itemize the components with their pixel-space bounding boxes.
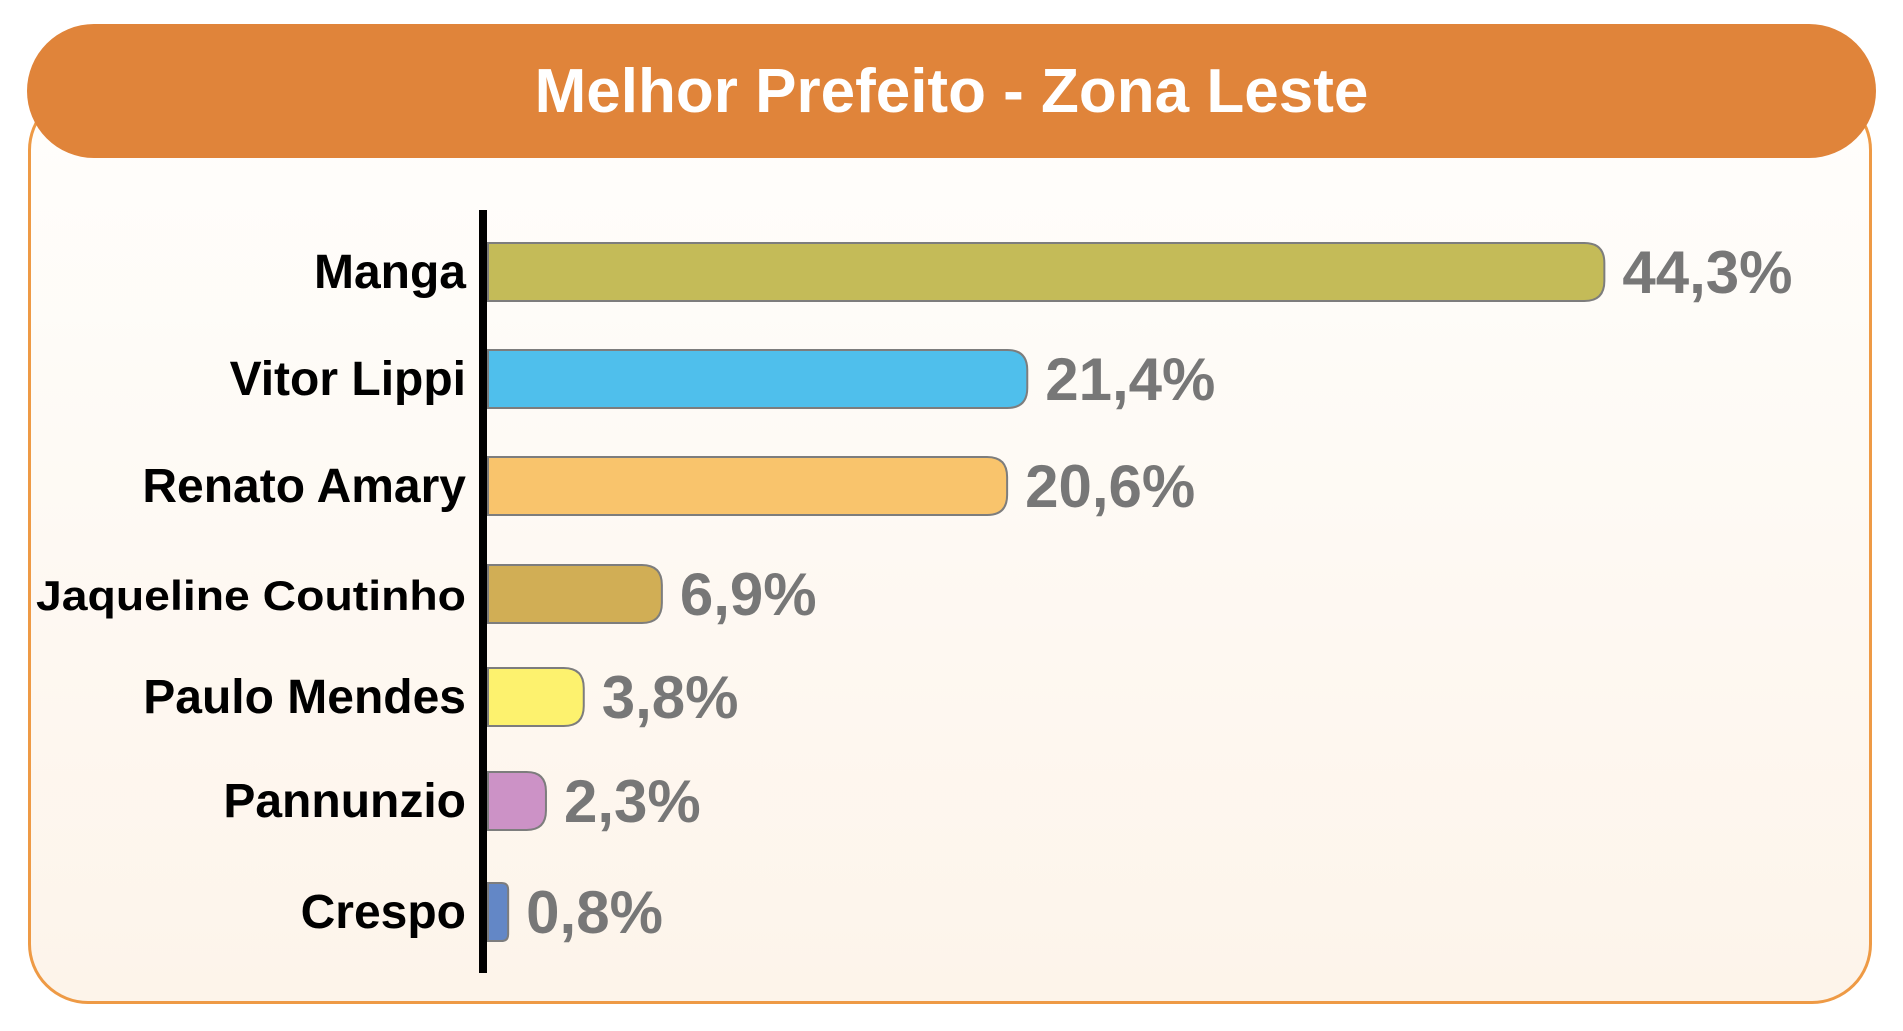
value-label: 20,6% [1025,453,1195,520]
value-label: 44,3% [1622,239,1792,306]
bar [487,456,1009,516]
bar [487,667,585,727]
value-label: 3,8% [602,664,739,731]
category-label: Crespo [301,886,466,939]
title-banner: Melhor Prefeito - Zona Leste [27,24,1876,158]
bar [487,242,1606,302]
value-label: 21,4% [1045,346,1215,413]
category-label: Renato Amary [142,460,466,513]
category-label: Vitor Lippi [230,353,466,406]
category-label: Pannunzio [223,775,466,828]
category-label: Manga [314,246,466,299]
bar [487,771,547,831]
value-label: 6,9% [680,561,817,628]
category-label: Paulo Mendes [143,671,466,724]
value-label: 2,3% [564,768,701,835]
bar [487,564,663,624]
value-label: 0,8% [526,879,663,946]
chart-title: Melhor Prefeito - Zona Leste [534,56,1369,126]
bar [487,882,510,942]
bar [487,349,1029,409]
category-label: Jaqueline Coutinho [36,572,466,619]
